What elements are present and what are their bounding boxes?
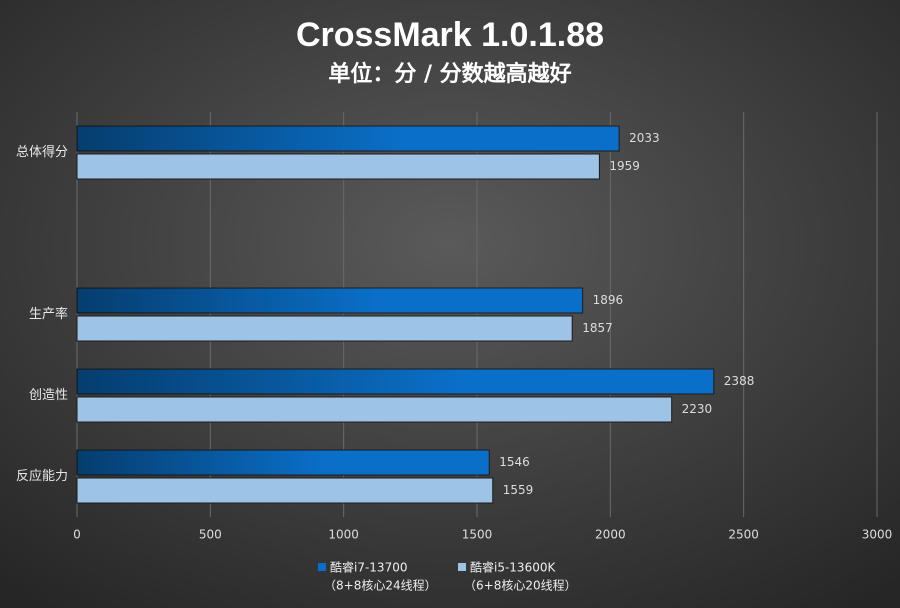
- y-tick-label: 生产率: [29, 306, 68, 322]
- x-tick-label: 3000: [862, 528, 893, 542]
- legend-swatch: [458, 563, 466, 571]
- y-tick-label: 创造性: [29, 388, 68, 403]
- bar-shade: [77, 288, 583, 313]
- x-tick-label: 0: [73, 528, 81, 542]
- x-tick-label: 2500: [728, 528, 759, 542]
- legend-swatch: [318, 563, 326, 571]
- value-label: 1546: [499, 455, 530, 469]
- bar-shade: [77, 369, 714, 394]
- chart-title: CrossMark 1.0.1.88: [296, 16, 604, 54]
- x-tick-label: 2000: [595, 528, 626, 542]
- value-label: 1559: [503, 483, 534, 497]
- bar: [76, 153, 600, 180]
- y-tick-label: 总体得分: [16, 144, 68, 160]
- bar: [76, 315, 573, 342]
- bar-shade: [77, 450, 490, 475]
- legend-label: 酷睿i7-13700: [330, 560, 407, 575]
- value-label: 1959: [609, 159, 640, 173]
- value-label: 2388: [724, 374, 755, 388]
- x-tick-label: 1500: [462, 528, 493, 542]
- value-label: 2033: [629, 131, 660, 145]
- value-label: 1857: [582, 321, 613, 335]
- legend-detail: （6+8核心20线程）: [464, 578, 577, 593]
- legend-detail: （8+8核心24线程）: [324, 578, 437, 593]
- value-label: 2230: [682, 402, 713, 416]
- bar: [76, 477, 494, 504]
- value-label: 1896: [593, 293, 624, 307]
- x-tick-label: 1000: [328, 528, 359, 542]
- y-tick-label: 反应能力: [16, 468, 68, 484]
- legend-label: 酷睿i5-13600K: [470, 560, 556, 575]
- x-tick-label: 500: [199, 528, 222, 542]
- chart-subtitle: 单位：分 / 分数越高越好: [328, 61, 571, 87]
- bar: [76, 396, 673, 423]
- bar-shade: [77, 126, 620, 151]
